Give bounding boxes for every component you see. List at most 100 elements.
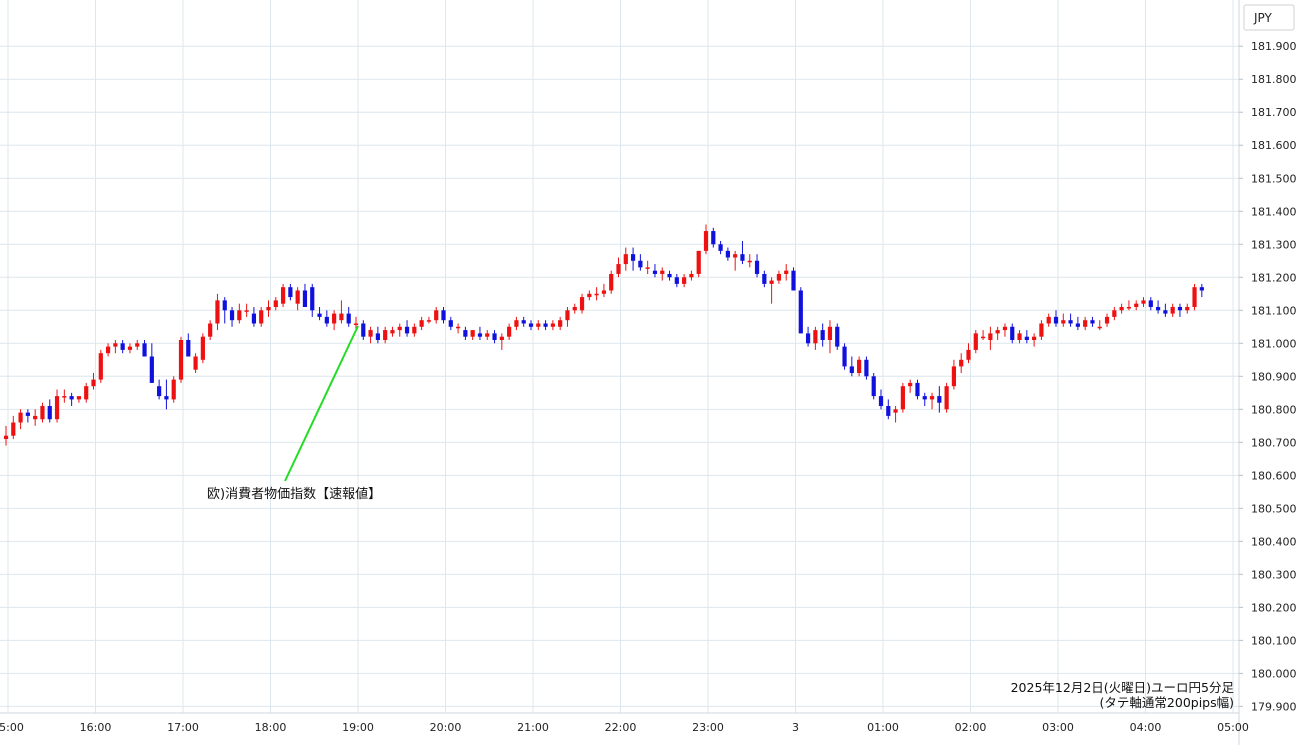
candle-body [324,316,329,324]
candle-body [784,270,789,274]
candle-body [1053,316,1059,324]
y-tick-label: 179.900 [1251,700,1297,713]
y-tick-label: 181.100 [1251,304,1297,317]
y-tick-label: 181.700 [1251,106,1297,119]
candle-body [609,273,614,291]
candle-body [164,396,169,400]
candle-body [499,336,504,340]
candle-body [813,330,818,344]
candle-body [69,396,74,400]
candle-body [725,250,730,258]
candle-body [1104,316,1110,324]
x-tick-label: 05:00 [1217,721,1249,734]
x-tick-label: 22:00 [605,721,637,734]
y-tick-label: 180.700 [1251,436,1297,449]
candle-body [25,412,30,416]
candle-body [149,356,154,383]
candle-body [937,396,942,403]
candle-body [1083,320,1088,327]
candle-body [645,267,650,269]
candle-body [280,287,286,304]
candle-body [835,326,840,347]
candle-body [572,306,577,311]
candle-body [674,277,679,284]
chart-title-line1: 2025年12月2日(火曜日)ユーロ円5分足 [1011,680,1235,695]
candle-body [1024,336,1029,340]
candle-body [302,290,308,307]
candle-body [587,293,592,298]
candle-body [1002,326,1008,331]
candle-body [288,287,293,298]
candle-body [135,343,140,347]
x-tick-label: 3 [792,721,799,734]
candle-body [208,323,213,337]
y-tick-label: 180.600 [1251,469,1297,482]
candle-body [259,310,264,324]
candle-body [973,333,978,350]
y-tick-label: 180.300 [1251,568,1297,581]
candle-body [878,396,884,407]
candle-body [441,310,446,321]
y-tick-label: 181.200 [1251,271,1297,284]
y-tick-label: 181.900 [1251,40,1297,53]
candle-body [1134,303,1139,307]
candle-body [1061,320,1066,324]
currency-badge [1243,4,1295,31]
candle-body [521,320,526,324]
candle-body [368,330,373,337]
y-tick-label: 181.400 [1251,205,1297,218]
candle-body [951,366,957,387]
candle-body [601,290,607,294]
candle-body [142,343,147,357]
x-tick-label: 20:00 [430,721,462,734]
x-tick-label: 01:00 [867,721,899,734]
candle-body [762,273,767,284]
candle-body [477,333,483,337]
candle-body [1177,306,1183,311]
candle-body [412,326,417,334]
annotation-pointer-line [284,325,359,482]
candle-body [791,270,796,291]
y-tick-labels: 181.900 181.800 181.700 181.600 181.500 181.4… [1239,40,1297,713]
candle-body [944,386,949,410]
candle-body [434,310,439,321]
candle-body [76,396,82,400]
x-tick-label: 04:00 [1130,721,1162,734]
candle-body [1126,306,1132,309]
candle-body [1090,320,1095,324]
candle-body [383,330,388,340]
candle-body [1141,300,1146,304]
candle-body [682,277,687,284]
candle-body [1032,336,1037,340]
candle-body [200,336,205,360]
candle-body [747,260,752,263]
candle-body [922,396,927,400]
candle-body [397,326,402,331]
candle-body [353,323,359,325]
y-tick-label: 181.600 [1251,139,1297,152]
candle-body [667,273,672,278]
candle-body [871,376,876,397]
candle-body [84,386,89,400]
candle-body [11,422,16,436]
candle-body [33,415,38,420]
candle-body [849,366,854,374]
candle-body [536,323,541,327]
candle-body [295,290,300,304]
candle-body [215,300,220,324]
candle-body [616,264,621,274]
candle-body [361,323,366,337]
candle-body [696,250,701,274]
candle-body [229,310,235,321]
candle-body [18,412,23,423]
x-tick-label: 19:00 [342,721,374,734]
candle-body [988,333,993,340]
candle-body [332,313,337,324]
candle-body [842,346,847,367]
y-tick-label: 181.800 [1251,73,1297,86]
candle-body [980,336,986,339]
currency-label: JPY [1253,11,1273,25]
candle-body [40,406,45,420]
x-tick-label: 23:00 [692,721,724,734]
